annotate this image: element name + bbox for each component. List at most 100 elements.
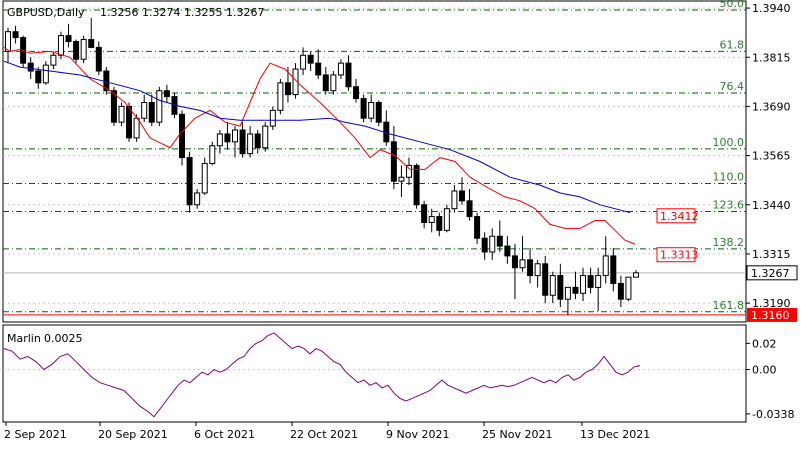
candle-body [443, 208, 450, 231]
candle-body [315, 62, 322, 76]
candle [307, 51, 314, 72]
candle [95, 41, 102, 75]
candle-body [95, 46, 102, 72]
candle-body [458, 190, 465, 202]
price-axis: 1.3940 1.3815 1.3690 1.3565 1.3440 1.3315 1.31… [746, 2, 798, 322]
indicator-tick-label: -0.0338 [752, 408, 794, 421]
symbol-label: GBPUSD,Daily [7, 6, 85, 19]
candle [406, 157, 413, 186]
candle [587, 267, 594, 294]
fib-level-label: 76.4 [720, 80, 745, 93]
current-price-label: 1.3267 [751, 267, 790, 280]
candle [73, 39, 80, 64]
main-panel-border [2, 0, 747, 323]
candle-body [292, 68, 299, 96]
candle [557, 263, 564, 308]
candle-body [504, 245, 511, 257]
candle [141, 94, 148, 123]
price-tick-label: 1.3315 [752, 248, 791, 261]
candle [390, 126, 397, 190]
fib-level-label: 138.2 [713, 236, 745, 249]
moving-averages [3, 46, 636, 245]
candle-body [73, 41, 80, 60]
candle-body [330, 74, 337, 92]
candle-body [247, 133, 254, 155]
candle [179, 110, 186, 166]
fib-level-label: 100.0 [713, 136, 745, 149]
fib-level-label: 61.8 [720, 38, 745, 51]
candle [247, 126, 254, 158]
time-tick-label: 13 Dec 2021 [580, 428, 650, 441]
candle [231, 126, 238, 158]
candle-body [436, 216, 443, 231]
candle [292, 63, 299, 99]
candle-body [80, 39, 87, 60]
price-tag-label: 1.3412 [660, 210, 699, 223]
candle [436, 212, 443, 237]
candle-body [496, 235, 503, 247]
candle-body [27, 62, 34, 72]
candle-body [179, 113, 186, 159]
candle-body [194, 192, 201, 206]
candle-body [148, 101, 155, 123]
candle [443, 204, 450, 233]
chart-frame [2, 0, 747, 423]
current-price-box [746, 265, 798, 281]
candle-body [254, 133, 261, 149]
candle [284, 67, 291, 103]
candle-body [269, 109, 276, 127]
candle [549, 271, 556, 304]
candle [489, 228, 496, 260]
candle-body [398, 176, 405, 182]
price-tick-label: 1.3190 [752, 297, 791, 310]
price-gridlines [3, 7, 746, 304]
candle-body [277, 82, 284, 111]
candle-body [224, 133, 231, 143]
candle-body [466, 200, 473, 218]
candle [5, 27, 11, 64]
support-price-label: 1.3160 [751, 309, 790, 322]
indicator-name: Marlin [7, 332, 41, 345]
candle-body [307, 54, 314, 64]
candle [322, 67, 329, 95]
candle-body [474, 216, 481, 239]
candle [254, 130, 261, 154]
candle-body [50, 54, 57, 66]
price-tick-label: 1.3940 [752, 2, 791, 15]
indicator-tick-label: 0.00 [752, 364, 777, 377]
candle [413, 163, 420, 209]
candle [330, 71, 337, 95]
candle [224, 122, 231, 150]
price-tag-label: 1.3313 [660, 249, 699, 262]
candle-body [216, 133, 223, 147]
candle [345, 55, 352, 91]
candle-body [549, 275, 556, 296]
time-tick-label: 20 Sep 2021 [98, 428, 168, 441]
candle-body [110, 90, 117, 123]
candle [201, 157, 208, 195]
candle-body [519, 259, 526, 269]
candle-body [322, 74, 329, 92]
candle [88, 17, 95, 48]
time-tick-label: 22 Oct 2021 [290, 428, 358, 441]
candle [126, 102, 133, 142]
candle [103, 67, 110, 95]
candle-body [284, 82, 291, 96]
indicator-line [3, 332, 641, 418]
candle-body [572, 286, 579, 294]
candle-body [156, 90, 163, 123]
candle [534, 259, 541, 288]
candle [564, 286, 571, 315]
time-tick-label: 9 Nov 2021 [386, 428, 449, 441]
candle [466, 189, 473, 221]
candle-body [602, 255, 609, 277]
candle [496, 220, 503, 252]
fib-level-label: 161.8 [713, 299, 745, 312]
candle [527, 248, 534, 284]
candle [511, 244, 518, 300]
ma-long-line [3, 60, 631, 214]
candle [368, 94, 375, 123]
indicator-panel-border [2, 324, 747, 423]
